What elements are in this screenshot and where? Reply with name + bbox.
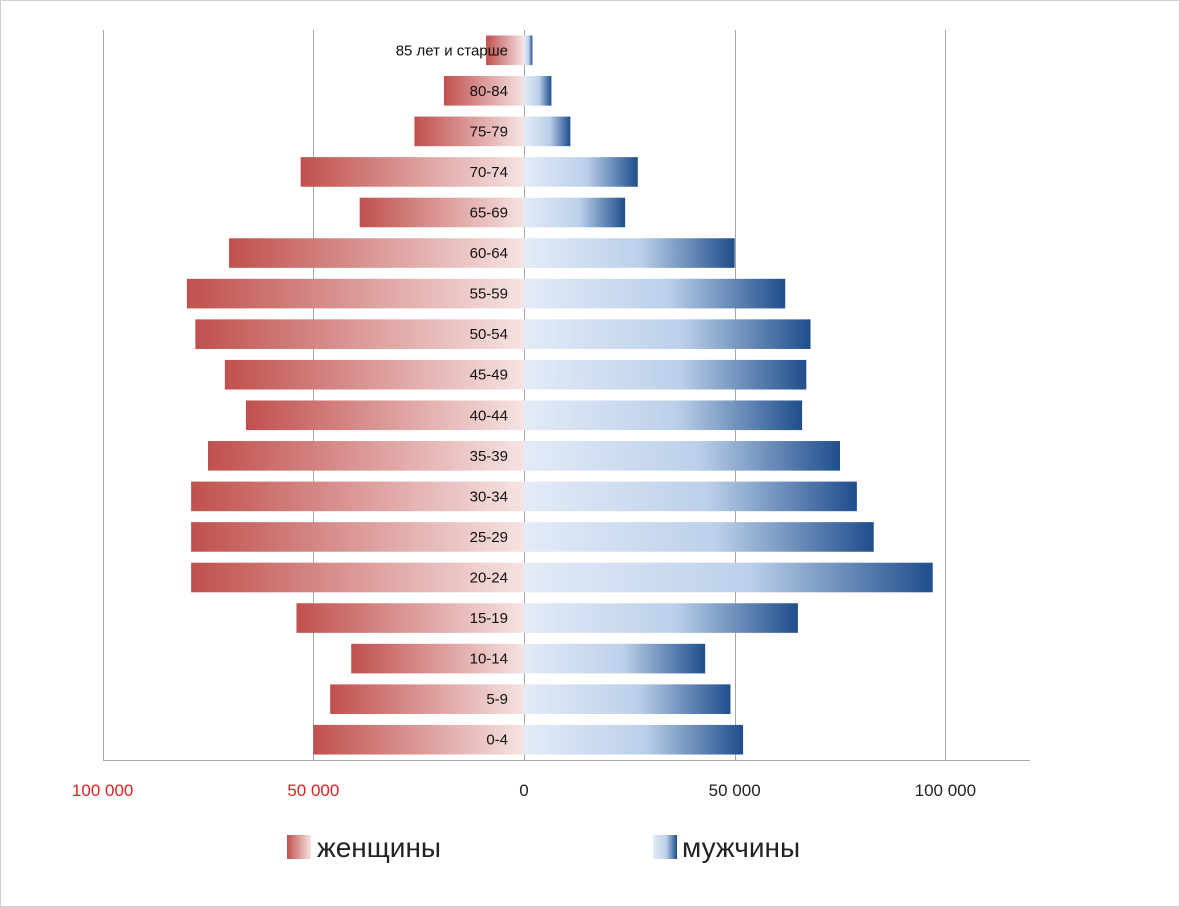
category-label: 60-64 (470, 245, 508, 262)
x-tick-label: 50 000 (287, 781, 339, 800)
category-label: 20-24 (470, 570, 508, 587)
category-labels: 0-4 5-9 10-14 15-19 20-24 25-29 30-34 35-39 40-4… (396, 42, 508, 748)
category-label: 80-84 (470, 83, 508, 100)
category-label: 85 лет и старше (396, 42, 508, 59)
bar-female (207, 441, 524, 471)
bar-female (191, 522, 524, 552)
bar-female (186, 278, 524, 309)
bar-female (191, 481, 524, 512)
category-label: 25-29 (470, 529, 508, 546)
bar-female (486, 35, 524, 66)
bar-female (195, 319, 524, 349)
legend-swatch-female (287, 835, 311, 859)
category-label: 10-14 (470, 651, 508, 668)
category-label: 5-9 (486, 691, 508, 708)
category-label: 45-49 (470, 367, 508, 384)
category-label: 75-79 (470, 123, 508, 140)
bar-female (229, 238, 524, 268)
category-label: 0-4 (486, 732, 508, 749)
category-label: 35-39 (470, 448, 508, 465)
bar-male (524, 76, 552, 106)
category-label: 70-74 (470, 164, 508, 181)
bar-female (359, 197, 524, 228)
bar-female (443, 76, 524, 106)
bar-male (524, 522, 874, 552)
x-tick-label: 50 000 (709, 781, 761, 800)
bar-male (524, 643, 706, 674)
bar-female (191, 562, 524, 593)
legend: женщины мужчины (287, 832, 800, 863)
bar-female (224, 359, 524, 390)
bar-male (524, 116, 571, 147)
bars (186, 35, 933, 755)
bar-female (414, 116, 524, 147)
bar-male (524, 238, 735, 268)
bar-male (524, 400, 803, 431)
bar-male (524, 197, 626, 228)
bar-male (524, 684, 731, 714)
bar-female (245, 400, 524, 431)
category-label: 30-34 (470, 488, 508, 505)
bar-male (524, 157, 638, 187)
legend-label-female: женщины (317, 832, 441, 863)
bar-female (313, 724, 524, 755)
bar-male (524, 724, 744, 755)
bar-male (524, 35, 533, 66)
bar-male (524, 441, 841, 471)
legend-swatch-male (653, 835, 677, 859)
x-tick-label: 100 000 (915, 781, 976, 800)
bar-male (524, 481, 857, 512)
bar-female (296, 603, 524, 633)
bar-male (524, 603, 798, 633)
bar-male (524, 562, 933, 593)
legend-label-male: мужчины (682, 832, 800, 863)
bar-female (330, 684, 524, 714)
bar-male (524, 278, 786, 309)
bar-male (524, 319, 811, 349)
x-tick-label: 0 (519, 781, 528, 800)
x-axis-ticks: 100 000 50 000 0 50 000 100 000 (72, 781, 976, 800)
bar-female (351, 643, 524, 674)
bar-female (300, 157, 524, 187)
category-label: 15-19 (470, 610, 508, 627)
bar-male (524, 359, 807, 390)
category-label: 50-54 (470, 326, 508, 343)
category-label: 40-44 (470, 407, 508, 424)
category-label: 55-59 (470, 286, 508, 303)
grid (103, 30, 1030, 761)
x-tick-label: 100 000 (72, 781, 133, 800)
category-label: 65-69 (470, 205, 508, 222)
